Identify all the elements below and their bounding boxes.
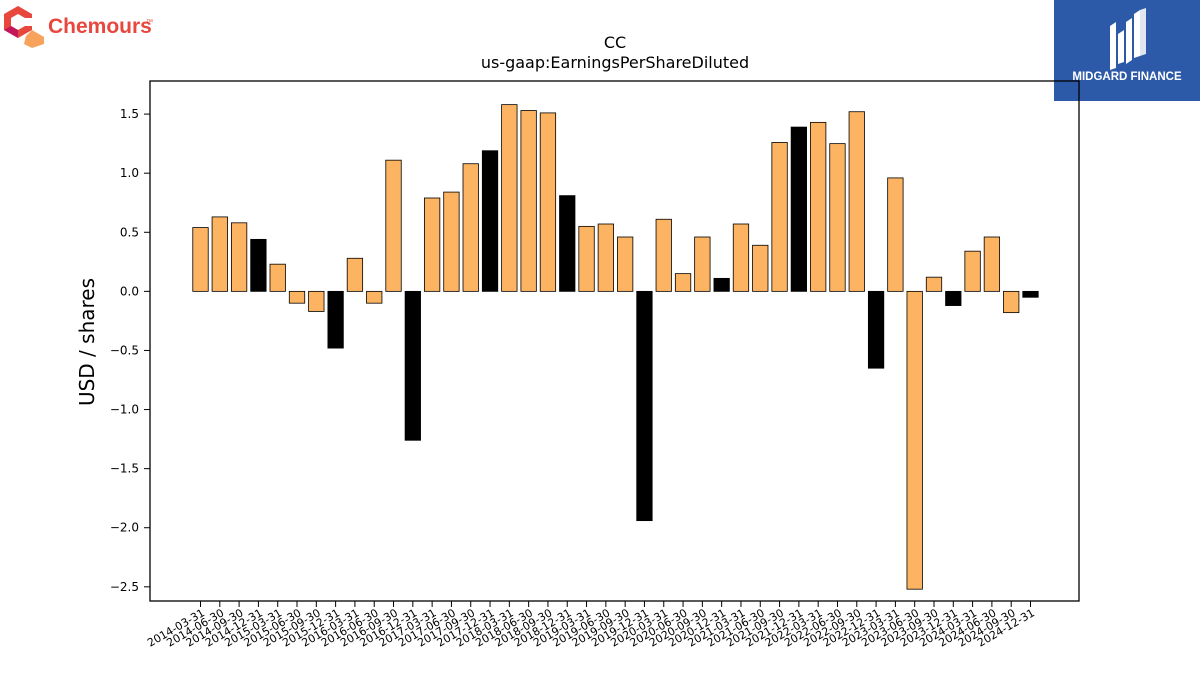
bar-2018-06-30 [520, 110, 537, 292]
bar-2021-06-30 [752, 244, 769, 292]
bar-2020-12-31 [713, 277, 730, 292]
bar-2016-09-30 [385, 159, 402, 292]
chemours-trademark: ™ [146, 19, 153, 26]
y-tick-label: 0.0 [120, 284, 139, 298]
chemours-logo: Chemours ™ [4, 4, 164, 48]
bar-2017-09-30 [462, 163, 479, 292]
bar-2023-06-30 [906, 290, 923, 590]
bar-2020-03-31 [655, 218, 672, 292]
bar-2015-03-31 [269, 263, 286, 292]
bar-2017-06-30 [443, 191, 460, 292]
bar-2021-12-31 [790, 126, 807, 292]
x-ticks-group: 2014-03-312014-06-302014-09-302014-12-31… [145, 601, 1037, 650]
bar-2019-06-30 [597, 223, 614, 292]
bar-2021-09-30 [771, 142, 788, 292]
bar-2022-09-30 [848, 111, 865, 292]
bar-2016-03-31 [346, 257, 364, 292]
bar-2024-12-31 [1022, 290, 1039, 298]
y-tick-label: −2.0 [110, 521, 139, 535]
y-tick-label: 0.5 [120, 225, 139, 239]
midgard-mark-icon [1110, 8, 1146, 70]
y-tick-label: −1.5 [110, 462, 139, 476]
midgard-wordmark: MIDGARD FINANCE [1072, 71, 1182, 83]
bar-2014-06-30 [211, 216, 228, 292]
bar-2016-06-30 [366, 290, 383, 304]
bar-2015-09-30 [308, 290, 325, 312]
y-tick-label: −0.5 [110, 343, 139, 357]
bar-2017-03-31 [424, 197, 441, 292]
bar-2016-12-31 [404, 290, 421, 441]
bar-2014-09-30 [230, 222, 248, 292]
chart-title: CC [604, 33, 626, 52]
y-ticks-group: 1.5 1.0 0.5 0.0 −0.5 −1.0 −1.5 −2.0 −2.5 [110, 107, 150, 594]
bar-2018-12-31 [559, 195, 576, 292]
bar-2015-06-30 [288, 290, 306, 304]
bar-2024-09-30 [1003, 290, 1020, 314]
bar-2019-12-31 [636, 290, 653, 522]
y-tick-label: −1.0 [110, 403, 139, 417]
bar-2022-12-31 [867, 290, 885, 369]
bar-2014-03-31 [192, 227, 209, 292]
bar-2022-03-31 [810, 121, 827, 292]
y-tick-label: 1.0 [120, 166, 139, 180]
bar-2024-03-31 [964, 250, 981, 292]
bar-2023-09-30 [925, 276, 943, 292]
plot-frame [149, 80, 1080, 602]
bar-2020-06-30 [674, 273, 692, 292]
y-axis-label: USD / shares [75, 278, 99, 406]
y-tick-label: −2.5 [110, 580, 139, 594]
chart-subtitle: us-gaap:EarningsPerShareDiluted [481, 53, 749, 72]
bar-2020-09-30 [694, 236, 711, 292]
bar-2023-12-31 [945, 290, 962, 306]
bar-2018-03-31 [501, 104, 518, 292]
bar-2019-09-30 [617, 236, 634, 292]
chemours-wordmark: Chemours [48, 15, 152, 38]
bar-2024-06-30 [983, 236, 1001, 292]
bar-2021-03-31 [732, 223, 750, 292]
bar-2014-12-31 [250, 238, 267, 292]
bars-group [192, 104, 1039, 590]
y-tick-label: 1.5 [120, 107, 139, 121]
bar-2022-06-30 [829, 143, 846, 292]
midgard-finance-logo: MIDGARD FINANCE [1054, 0, 1200, 101]
bar-2018-09-30 [539, 112, 557, 292]
bar-2023-03-31 [887, 177, 904, 292]
bar-2019-03-31 [578, 225, 595, 292]
chemours-mark-icon [4, 6, 45, 48]
bar-2015-12-31 [327, 290, 344, 349]
bar-2017-12-31 [481, 150, 499, 292]
